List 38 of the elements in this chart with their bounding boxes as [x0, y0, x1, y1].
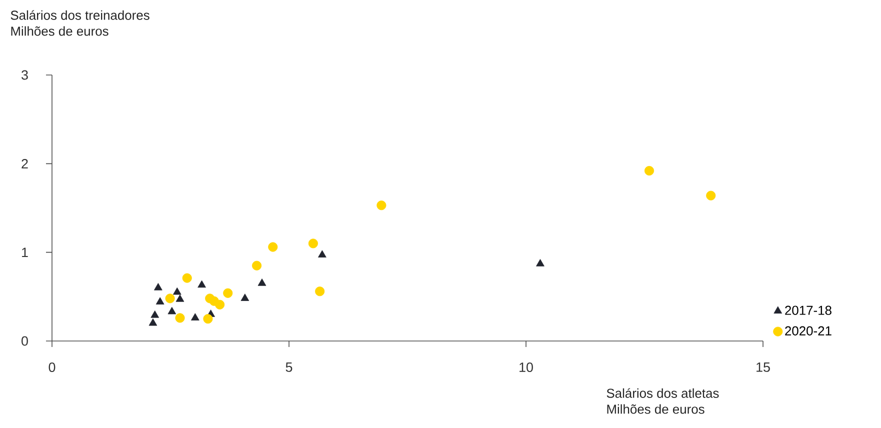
point — [203, 314, 213, 324]
point — [223, 288, 233, 298]
legend-label: 2017-18 — [785, 306, 832, 315]
point — [536, 259, 544, 266]
point — [308, 238, 318, 248]
x-axis-title: Salários dos atletas Milhões de euros — [606, 388, 719, 414]
point — [376, 200, 386, 210]
x-tick-label: 10 — [520, 362, 533, 372]
y-tick-label: 0 — [22, 336, 28, 346]
y-tick-label: 3 — [22, 70, 28, 80]
point — [172, 287, 182, 295]
point — [315, 286, 325, 296]
x-tick-label: 15 — [756, 362, 770, 372]
point — [190, 313, 200, 320]
point — [644, 166, 654, 176]
point — [154, 283, 162, 290]
point — [165, 294, 175, 304]
point — [156, 297, 164, 304]
point — [176, 294, 184, 302]
point — [706, 190, 716, 200]
x-tick-label: 0 — [48, 362, 56, 372]
point — [175, 313, 185, 323]
point — [150, 310, 160, 318]
point — [268, 242, 278, 252]
point — [240, 294, 250, 301]
x-tick-label: 5 — [286, 362, 292, 372]
y-tick-label: 2 — [22, 158, 28, 168]
point — [182, 273, 192, 283]
point — [148, 318, 158, 326]
y-tick-label: 1 — [22, 248, 28, 257]
legend-label: 2020-21 — [785, 326, 832, 336]
y-axis-title: Salários dos treinadores Milhões de euros — [10, 10, 150, 36]
point — [258, 278, 266, 286]
point — [198, 280, 206, 288]
point — [318, 250, 326, 258]
point — [252, 260, 262, 270]
point — [215, 300, 225, 310]
point — [168, 306, 176, 314]
